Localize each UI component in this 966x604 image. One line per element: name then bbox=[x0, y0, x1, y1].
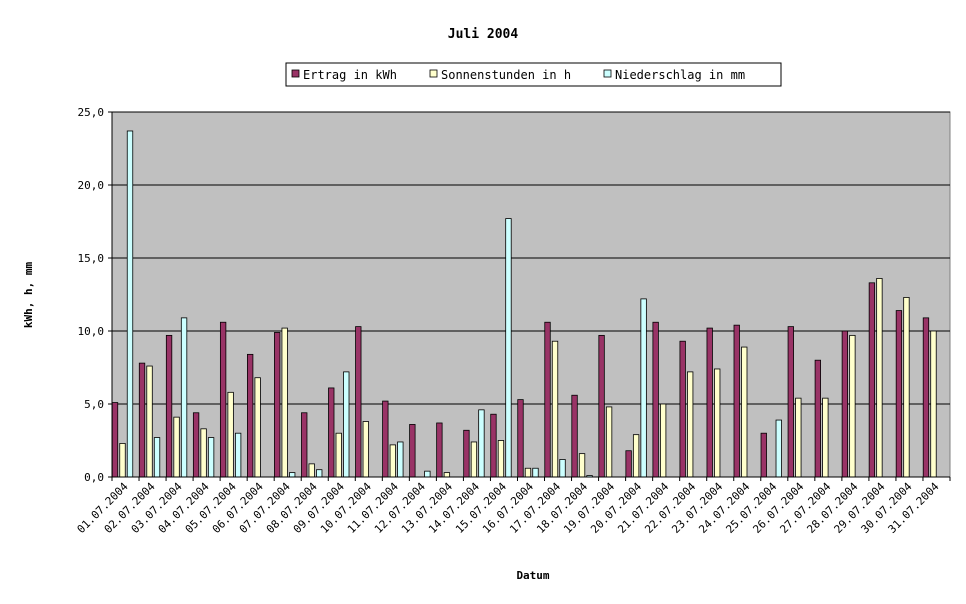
bar bbox=[443, 472, 451, 478]
legend-label: Ertrag in kWh bbox=[303, 68, 397, 82]
bar bbox=[551, 340, 559, 478]
bar bbox=[605, 406, 613, 478]
bar bbox=[281, 327, 288, 478]
y-tick-label: 15,0 bbox=[78, 252, 105, 265]
bar bbox=[903, 297, 910, 478]
bar bbox=[760, 432, 767, 478]
legend-box bbox=[285, 62, 782, 87]
bar bbox=[532, 467, 539, 478]
bar bbox=[544, 321, 551, 478]
y-tick-label: 20,0 bbox=[78, 179, 105, 192]
bar bbox=[652, 321, 659, 478]
y-tick-label: 5,0 bbox=[84, 398, 104, 411]
bar bbox=[659, 403, 667, 478]
bar bbox=[640, 298, 647, 478]
bar bbox=[922, 317, 930, 478]
bar bbox=[463, 429, 470, 478]
bar bbox=[382, 400, 389, 478]
bar bbox=[343, 371, 350, 478]
y-tick-label: 25,0 bbox=[78, 106, 105, 119]
bar bbox=[289, 472, 296, 478]
bar bbox=[787, 326, 794, 478]
bar bbox=[497, 440, 505, 478]
bar bbox=[559, 459, 566, 478]
bar bbox=[227, 391, 234, 478]
bar bbox=[795, 397, 802, 478]
y-tick-label: 10,0 bbox=[78, 325, 105, 338]
bar bbox=[490, 413, 497, 478]
legend-label: Niederschlag in mm bbox=[615, 68, 745, 82]
bar bbox=[895, 310, 903, 478]
bar bbox=[524, 467, 532, 478]
bar bbox=[153, 437, 161, 478]
bar bbox=[517, 399, 524, 478]
bar bbox=[571, 394, 578, 478]
bar bbox=[126, 130, 134, 478]
bar bbox=[247, 353, 254, 478]
y-axis-label: kWh, h, mm bbox=[22, 262, 35, 329]
bar bbox=[578, 453, 586, 478]
bar bbox=[362, 421, 369, 478]
y-axis: 0,0 5,0 10,0 15,0 20,0 25,0 bbox=[78, 106, 113, 484]
bar bbox=[733, 324, 740, 478]
bar bbox=[868, 282, 876, 478]
bar bbox=[234, 432, 242, 478]
bar bbox=[301, 412, 308, 478]
bar bbox=[328, 387, 335, 478]
bar bbox=[424, 470, 431, 478]
bar bbox=[841, 330, 849, 478]
bar bbox=[436, 422, 443, 478]
legend-swatch bbox=[429, 69, 438, 78]
bar bbox=[138, 362, 146, 478]
legend: Ertrag in kWh Sonnenstunden in h Niedersch… bbox=[285, 62, 782, 87]
bar bbox=[165, 334, 173, 478]
bar bbox=[316, 469, 323, 478]
legend-label: Sonnenstunden in h bbox=[441, 68, 571, 82]
bar bbox=[687, 371, 694, 478]
bar bbox=[111, 402, 119, 478]
bar bbox=[775, 419, 782, 478]
bar bbox=[679, 340, 686, 478]
bar bbox=[219, 321, 227, 478]
bar bbox=[505, 218, 512, 478]
bar bbox=[714, 368, 721, 478]
bar bbox=[741, 346, 748, 478]
bar bbox=[254, 377, 261, 478]
bar bbox=[397, 441, 404, 478]
bars bbox=[111, 130, 937, 478]
bar bbox=[876, 278, 883, 478]
bar bbox=[146, 365, 153, 478]
bar bbox=[335, 432, 342, 478]
bar bbox=[706, 327, 713, 478]
bar bbox=[478, 409, 485, 478]
bar bbox=[632, 434, 640, 478]
bar bbox=[409, 424, 416, 478]
y-tick-label: 0,0 bbox=[84, 471, 104, 484]
gridlines bbox=[112, 111, 950, 405]
x-axis-label: Datum bbox=[516, 569, 549, 582]
bar bbox=[119, 443, 126, 478]
chart-title: Juli 2004 bbox=[448, 27, 519, 42]
bar bbox=[598, 334, 605, 478]
legend-swatch bbox=[603, 69, 612, 78]
bar bbox=[192, 412, 200, 478]
bar bbox=[470, 441, 478, 478]
bar bbox=[274, 332, 281, 478]
x-axis: 01.07.200402.07.200403.07.200404.07.2004… bbox=[75, 476, 951, 536]
bar bbox=[200, 428, 207, 478]
bar bbox=[308, 463, 315, 478]
bar bbox=[930, 330, 937, 478]
bar bbox=[180, 317, 188, 478]
bar bbox=[625, 450, 632, 478]
bar bbox=[389, 444, 396, 478]
bar bbox=[822, 397, 829, 478]
legend-swatch bbox=[291, 69, 300, 78]
bar bbox=[355, 326, 362, 478]
bar bbox=[814, 359, 821, 478]
bar bbox=[849, 334, 856, 478]
bar bbox=[207, 437, 215, 478]
bar bbox=[173, 416, 180, 478]
